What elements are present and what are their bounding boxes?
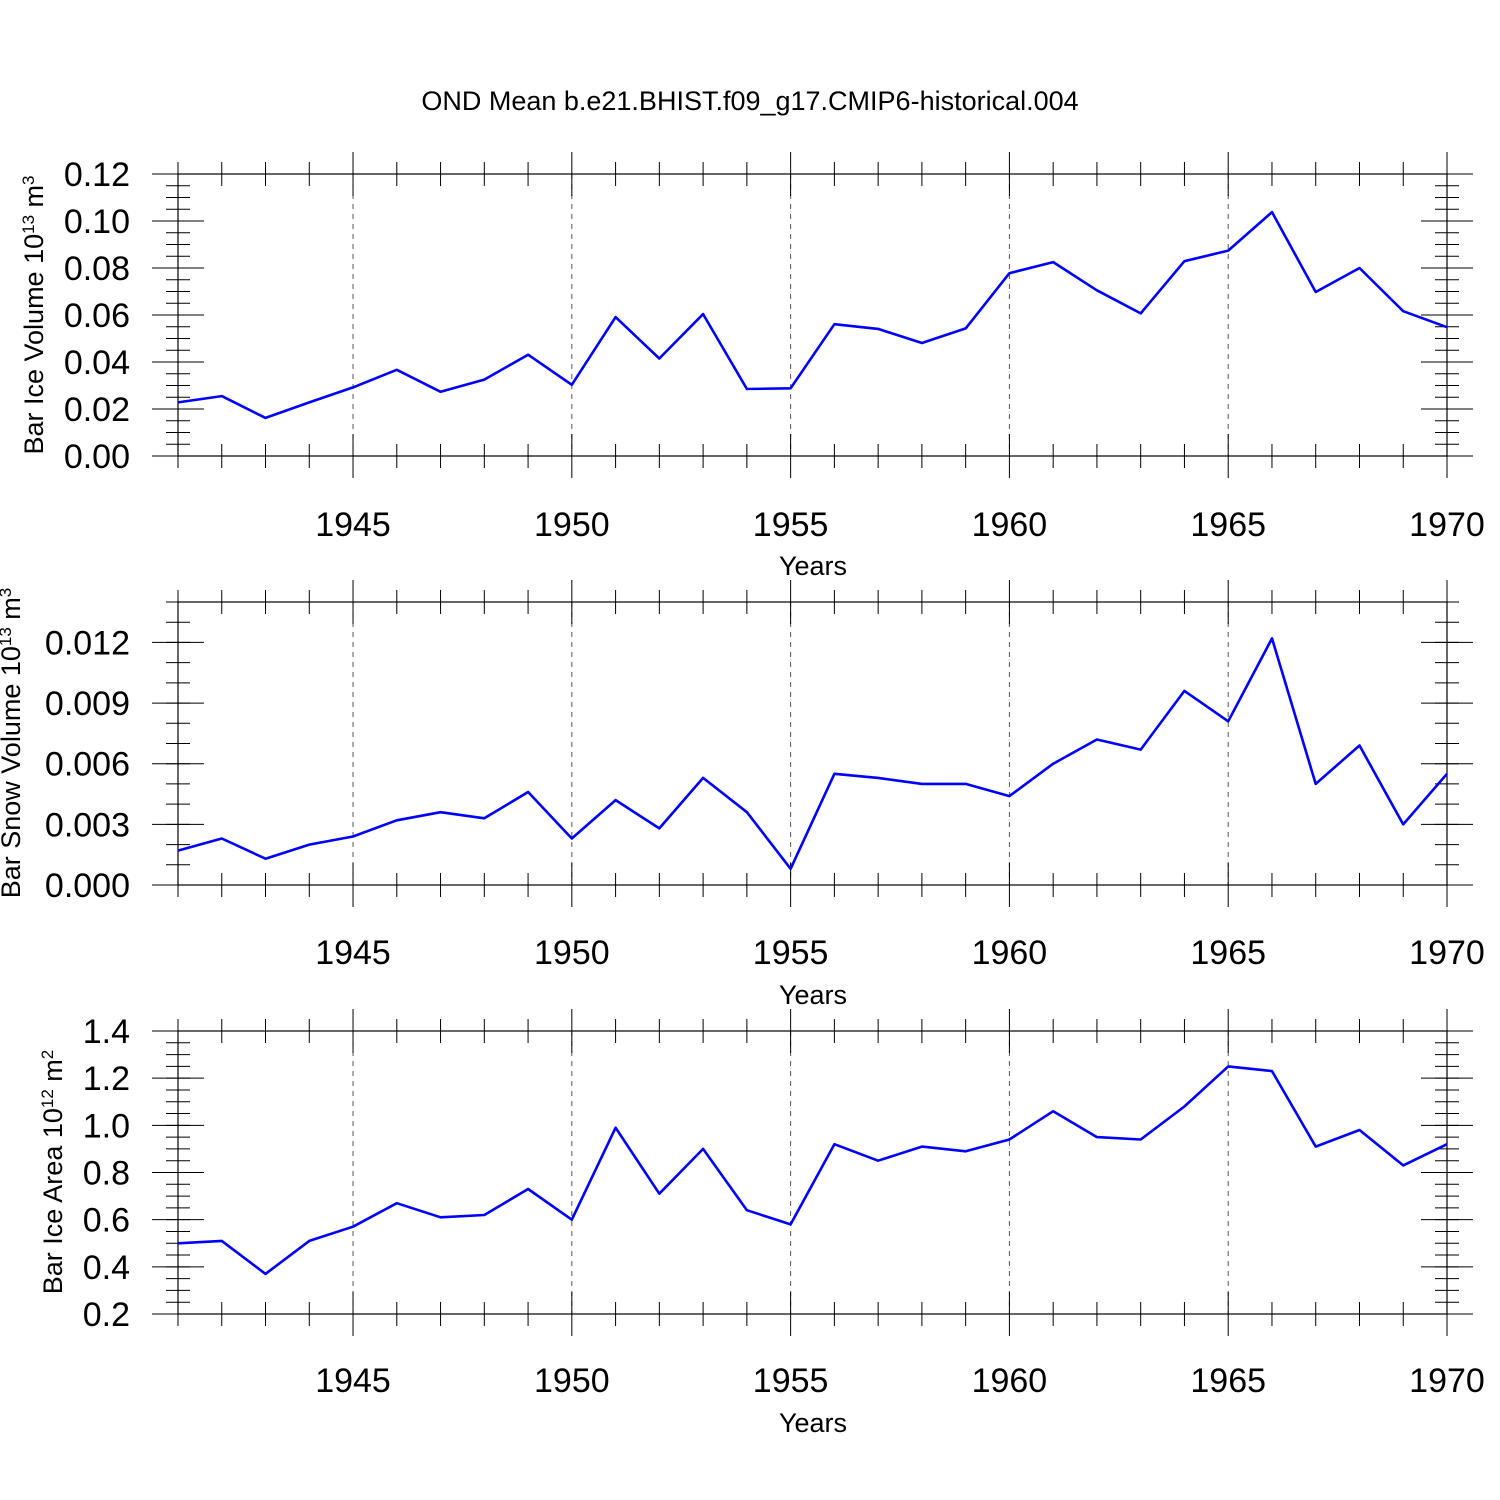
snow-volume-ytick-label: 0.000: [45, 867, 130, 905]
snow-volume-ytick-label: 0.012: [45, 624, 130, 662]
ice-area-xtick-label: 1960: [972, 1362, 1048, 1400]
ice-volume-ytick-label: 0.12: [64, 156, 130, 194]
panel-ice-volume: Bar Ice Volume 1013 m3 Years 0.00 0.02 0.0…: [19, 152, 1485, 581]
ice-area-ytick-label: 1.2: [83, 1060, 130, 1098]
snow-volume-xtick-label: 1970: [1409, 934, 1485, 972]
ice-volume-xtick-label: 1970: [1409, 506, 1485, 544]
snow-volume-ytick-label: 0.009: [45, 685, 130, 723]
snow-volume-xtick-label: 1965: [1190, 934, 1266, 972]
ice-volume-ytick-label: 0.02: [64, 391, 130, 429]
ice-area-frame: [177, 1030, 1448, 1315]
ice-area-series-line: [177, 1065, 1448, 1276]
panel-snow-volume: Bar Snow Volume 1013 m3 Years 0.000 0.003…: [0, 580, 1485, 1010]
ice-volume-ytick-label: 0.00: [64, 438, 130, 476]
ice-volume-ytick-label: 0.08: [64, 250, 130, 288]
ice-volume-series-line: [177, 210, 1448, 420]
ice-area-xtick-label: 1965: [1190, 1362, 1266, 1400]
ice-area-xtick-label: 1970: [1409, 1362, 1485, 1400]
ice-volume-ytick-label: 0.10: [64, 203, 130, 241]
ice-volume-xtick-label: 1960: [972, 506, 1048, 544]
ice-area-xtick-label: 1955: [753, 1362, 829, 1400]
snow-volume-series-line: [177, 637, 1448, 871]
panel-snow-volume-ylabel: Bar Snow Volume 1013 m3: [0, 588, 26, 899]
snow-volume-xtick-label: 1945: [315, 934, 391, 972]
snow-volume-xtick-label: 1955: [753, 934, 829, 972]
panel-ice-volume-ylabel: Bar Ice Volume 1013 m3: [19, 175, 50, 454]
ice-area-ytick-label: 0.6: [83, 1202, 130, 1240]
ice-volume-xtick-label: 1950: [534, 506, 610, 544]
snow-volume-xtick-label: 1950: [534, 934, 610, 972]
panel-ice-area-ylabel: Bar Ice Area 1012 m2: [38, 1050, 69, 1295]
snow-volume-frame: [177, 601, 1448, 886]
ice-volume-frame: [177, 173, 1448, 457]
ice-area-ytick-label: 1.4: [83, 1013, 130, 1051]
ice-area-ytick-label: 0.2: [83, 1296, 130, 1334]
snow-volume-xtick-label: 1960: [972, 934, 1048, 972]
ice-area-xtick-label: 1945: [315, 1362, 391, 1400]
panel-ice-area-xlabel: Years: [779, 1408, 847, 1438]
ice-volume-xtick-label: 1965: [1190, 506, 1266, 544]
ice-volume-xtick-label: 1955: [753, 506, 829, 544]
panel-snow-volume-xlabel: Years: [779, 980, 847, 1010]
ice-area-ytick-label: 0.8: [83, 1155, 130, 1193]
panel-ice-area: Bar Ice Area 1012 m2 Years 0.2 0.4 0.6 0.8 1…: [38, 1009, 1485, 1438]
snow-volume-ytick-label: 0.006: [45, 746, 130, 784]
chart-title: OND Mean b.e21.BHIST.f09_g17.CMIP6-histo…: [421, 86, 1078, 116]
ice-volume-xtick-label: 1945: [315, 506, 391, 544]
snow-volume-ytick-label: 0.003: [45, 806, 130, 844]
ice-area-ytick-label: 1.0: [83, 1107, 130, 1145]
ice-area-ytick-label: 0.4: [83, 1249, 130, 1287]
ice-volume-ytick-label: 0.04: [64, 344, 130, 382]
ice-volume-ytick-label: 0.06: [64, 297, 130, 335]
ice-area-xtick-label: 1950: [534, 1362, 610, 1400]
panel-ice-volume-xlabel: Years: [779, 551, 847, 581]
